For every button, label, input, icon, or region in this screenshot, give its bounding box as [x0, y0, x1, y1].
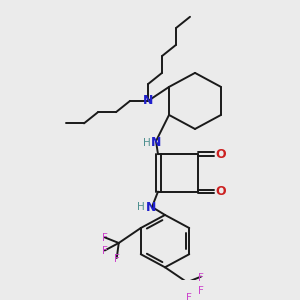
Text: N: N	[151, 136, 161, 149]
Text: F: F	[198, 273, 204, 283]
Text: H: H	[143, 138, 151, 148]
Text: N: N	[146, 200, 156, 214]
Text: H: H	[137, 202, 145, 212]
Text: F: F	[186, 293, 192, 300]
Text: N: N	[143, 94, 153, 107]
Text: O: O	[216, 185, 226, 198]
Text: F: F	[114, 254, 120, 264]
Text: O: O	[216, 148, 226, 161]
Text: F: F	[198, 286, 204, 296]
Text: F: F	[102, 233, 108, 243]
Text: F: F	[102, 246, 108, 256]
